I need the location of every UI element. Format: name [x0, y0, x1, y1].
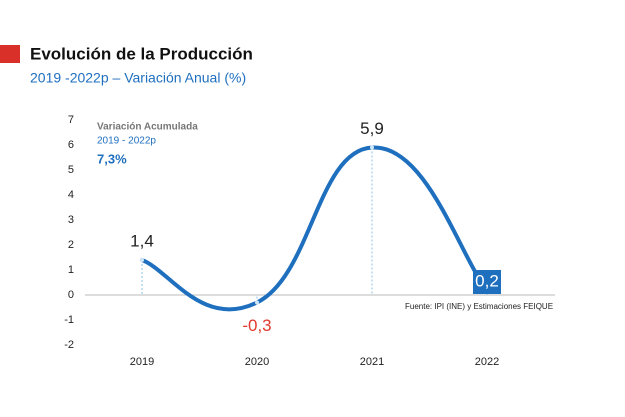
x-tick-label: 2022 [475, 356, 499, 368]
annotation-period: 2019 - 2022p [97, 136, 156, 147]
point [255, 300, 259, 305]
value-label: 0,2 [475, 271, 499, 290]
y-tick-label: 2 [68, 239, 74, 251]
annotation-value: 7,3% [97, 151, 127, 166]
y-tick-label: 6 [68, 139, 74, 151]
y-tick-label: 1 [68, 264, 74, 276]
y-tick-label: 7 [68, 114, 74, 126]
y-tick-label: 0 [68, 289, 74, 301]
point [370, 145, 374, 150]
chart-title: Evolución de la Producción [30, 44, 253, 63]
y-tick-label: -2 [64, 339, 74, 351]
y-tick-label: 3 [68, 214, 74, 226]
source-note: Fuente: IPI (INE) y Estimaciones FEIQUE [405, 302, 553, 311]
y-tick-label: 4 [68, 189, 74, 201]
x-tick-label: 2021 [360, 356, 384, 368]
line-series [140, 145, 489, 312]
value-label-box [473, 270, 501, 294]
x-tick-label: 2020 [245, 356, 269, 368]
chart-subtitle: 2019 -2022p – Variación Anual (%) [30, 70, 246, 86]
annotation-title: Variación Acumulada [97, 122, 198, 133]
value-label: 1,4 [130, 231, 154, 250]
x-tick-label: 2019 [130, 356, 154, 368]
y-tick-label: 5 [68, 164, 74, 176]
accent-bar [0, 45, 20, 63]
y-tick-label: -1 [64, 314, 74, 326]
value-label: 5,9 [360, 119, 384, 138]
value-label: -0,3 [242, 316, 271, 335]
point [140, 258, 144, 262]
